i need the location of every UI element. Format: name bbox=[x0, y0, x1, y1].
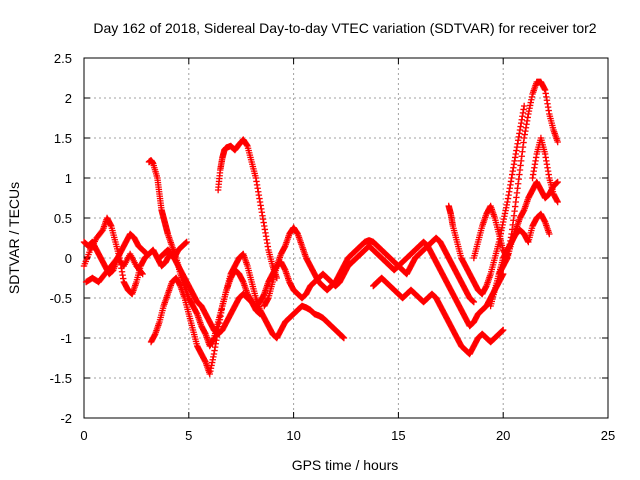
data-point bbox=[143, 250, 151, 258]
y-tick-label: 0.5 bbox=[54, 211, 72, 226]
data-point bbox=[520, 102, 528, 110]
series-track-14 bbox=[529, 134, 561, 206]
y-tick-label: -1.5 bbox=[50, 371, 72, 386]
data-point bbox=[546, 230, 553, 238]
x-tick-label: 0 bbox=[80, 428, 87, 443]
x-tick-label: 5 bbox=[185, 428, 192, 443]
y-tick-label: 1 bbox=[65, 171, 72, 186]
data-point bbox=[554, 178, 561, 186]
data-point bbox=[139, 270, 146, 278]
x-tick-labels: 0 5 10 15 20 25 bbox=[80, 428, 615, 443]
series-track-6 bbox=[156, 246, 264, 338]
x-axis-label: GPS time / hours bbox=[292, 457, 399, 473]
series-track-9 bbox=[370, 274, 507, 358]
series-track-13 bbox=[495, 210, 553, 278]
data-point bbox=[470, 298, 478, 306]
data-point bbox=[554, 198, 561, 206]
series-track-8 bbox=[261, 224, 478, 310]
axis-ticks bbox=[83, 57, 609, 419]
y-tick-label: -2 bbox=[60, 411, 72, 426]
x-tick-label: 10 bbox=[286, 428, 300, 443]
data-points bbox=[80, 78, 561, 378]
x-tick-label: 20 bbox=[496, 428, 510, 443]
series-track-4 bbox=[145, 157, 348, 350]
y-tick-label: -1 bbox=[60, 331, 72, 346]
series-track-7 bbox=[214, 136, 281, 282]
series-track-3 bbox=[82, 250, 146, 286]
y-tick-label: -0.5 bbox=[50, 291, 72, 306]
y-tick-label: 0 bbox=[65, 251, 72, 266]
y-tick-label: 1.5 bbox=[54, 131, 72, 146]
y-tick-label: 2.5 bbox=[54, 51, 72, 66]
y-axis-label: SDTVAR / TECUs bbox=[6, 182, 22, 294]
data-point bbox=[340, 334, 348, 342]
series-track-10 bbox=[445, 102, 528, 298]
data-point bbox=[500, 326, 507, 334]
plot-frame bbox=[83, 57, 609, 419]
y-tick-label: 2 bbox=[65, 91, 72, 106]
x-tick-label: 25 bbox=[601, 428, 615, 443]
data-point bbox=[554, 138, 561, 146]
data-point bbox=[138, 269, 145, 277]
chart-title: Day 162 of 2018, Sidereal Day-to-day VTE… bbox=[93, 20, 596, 36]
data-point bbox=[183, 238, 190, 246]
data-point bbox=[256, 310, 264, 318]
y-tick-labels: -2 -1.5 -1 -0.5 0 0.5 1 1.5 2 2.5 bbox=[50, 51, 72, 426]
x-tick-label: 15 bbox=[391, 428, 405, 443]
series-track-2 bbox=[80, 230, 151, 278]
